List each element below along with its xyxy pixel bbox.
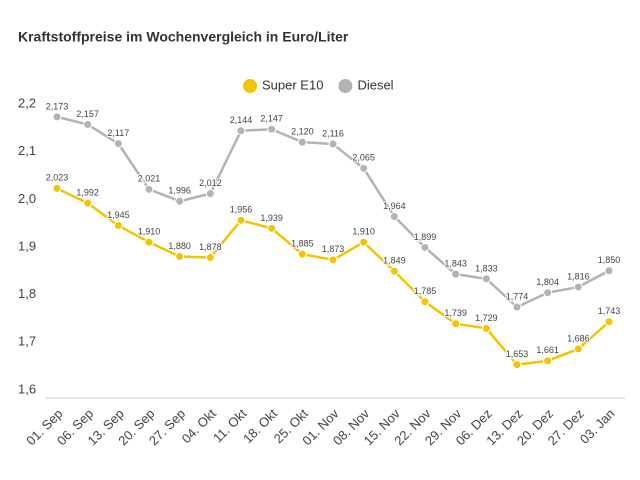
data-point (359, 163, 369, 173)
value-label: 1,849 (383, 256, 406, 266)
value-label: 1,910 (138, 227, 161, 237)
data-point (604, 317, 614, 327)
value-label: 1,996 (168, 186, 191, 196)
data-point (604, 266, 614, 276)
value-label: 2,023 (46, 173, 69, 183)
value-label: 1,653 (506, 349, 529, 359)
data-point (205, 189, 215, 199)
data-point (144, 237, 154, 247)
data-point (420, 242, 430, 252)
value-label: 2,157 (76, 109, 99, 119)
y-tick-label: 1,8 (18, 286, 36, 301)
data-point (175, 251, 185, 261)
value-label: 1,880 (168, 241, 191, 251)
value-label: 1,729 (475, 313, 498, 323)
data-point (481, 274, 491, 284)
value-label: 1,910 (352, 227, 375, 237)
legend-label: Diesel (357, 77, 393, 92)
value-label: 1,774 (506, 291, 529, 301)
value-label: 2,173 (46, 101, 69, 111)
value-label: 2,147 (260, 114, 283, 124)
y-tick-label: 1,6 (18, 381, 36, 396)
value-label: 1,816 (567, 271, 590, 281)
data-point (573, 282, 583, 292)
legend-marker (243, 79, 257, 93)
data-point (113, 139, 123, 149)
value-label: 1,833 (475, 263, 498, 273)
y-tick-label: 1,9 (18, 238, 36, 253)
value-label: 1,843 (444, 258, 467, 268)
value-label: 1,785 (414, 286, 437, 296)
value-label: 2,120 (291, 127, 314, 137)
y-tick-label: 2,0 (18, 191, 36, 206)
data-point (83, 198, 93, 208)
value-label: 2,021 (138, 174, 161, 184)
value-label: 1,992 (76, 188, 99, 198)
data-point (267, 124, 277, 134)
value-label: 1,661 (536, 345, 559, 355)
value-label: 1,899 (414, 232, 437, 242)
data-point (451, 269, 461, 279)
data-point (236, 215, 246, 225)
chart-title: Kraftstoffpreise im Wochenvergleich in E… (18, 29, 349, 45)
value-label: 1,804 (536, 277, 559, 287)
value-label: 2,144 (230, 115, 253, 125)
data-point (175, 196, 185, 206)
data-point (512, 360, 522, 370)
value-label: 1,686 (567, 333, 590, 343)
data-point (389, 211, 399, 221)
legend-marker (338, 79, 353, 93)
value-label: 1,939 (260, 213, 283, 223)
data-point (83, 120, 93, 130)
data-point (52, 112, 62, 122)
value-label: 1,743 (598, 306, 621, 316)
data-point (297, 249, 307, 259)
data-point (52, 183, 62, 193)
value-label: 1,878 (199, 242, 222, 252)
data-point (328, 255, 338, 265)
y-tick-label: 1,7 (18, 334, 36, 349)
data-point (389, 266, 399, 276)
data-point (543, 288, 553, 298)
value-label: 1,850 (598, 255, 621, 265)
value-label: 2,012 (199, 178, 222, 188)
value-label: 2,117 (107, 128, 129, 138)
data-point (543, 356, 553, 366)
value-label: 1,873 (322, 244, 345, 254)
data-point (205, 252, 215, 262)
data-point (297, 137, 307, 147)
data-point (113, 221, 123, 231)
value-label: 2,065 (352, 153, 375, 163)
legend-label: Super E10 (262, 77, 323, 92)
data-point (328, 139, 338, 149)
value-label: 1,956 (230, 205, 253, 215)
value-label: 1,945 (107, 210, 130, 220)
data-point (267, 223, 277, 233)
data-point (359, 237, 369, 247)
value-label: 1,885 (291, 238, 314, 248)
data-point (512, 302, 522, 312)
data-point (236, 126, 246, 136)
data-point (420, 297, 430, 307)
y-tick-label: 2,1 (18, 143, 36, 158)
data-point (481, 323, 491, 333)
value-label: 2,116 (322, 128, 344, 138)
data-point (451, 319, 461, 329)
value-label: 1,739 (444, 308, 467, 318)
data-point (144, 184, 154, 194)
value-label: 1,964 (383, 201, 406, 211)
y-tick-label: 2,2 (18, 95, 36, 110)
data-point (573, 344, 583, 354)
